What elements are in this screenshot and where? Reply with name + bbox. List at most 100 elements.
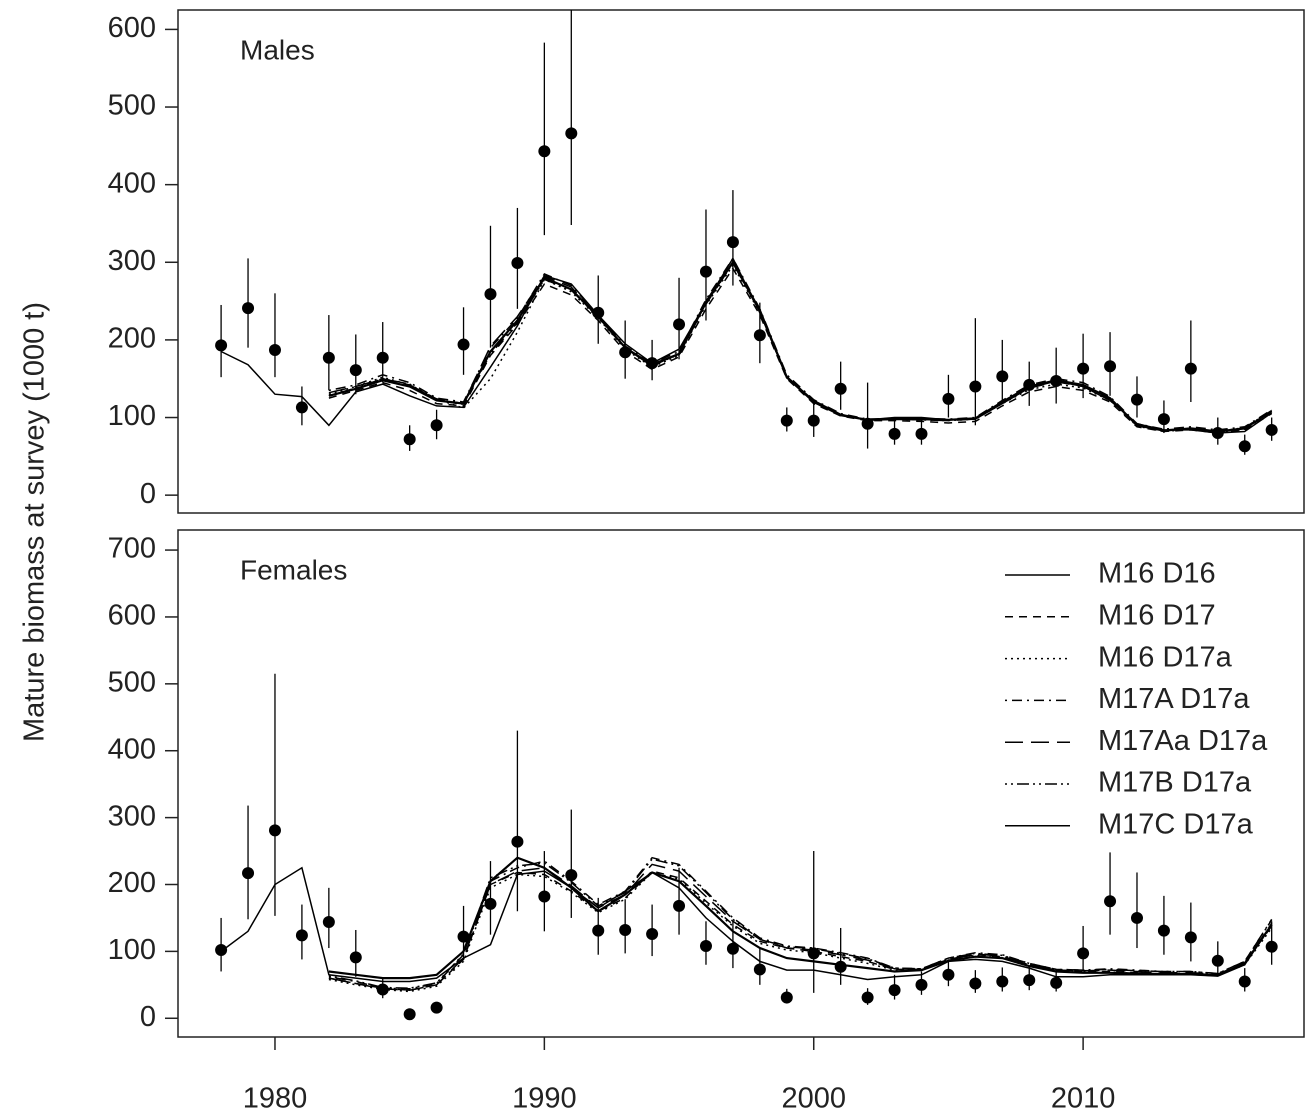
observation-point [673, 899, 686, 912]
observation-point [834, 382, 847, 395]
observation-point [888, 427, 901, 440]
observation-point [1238, 440, 1251, 453]
observation-point [1157, 924, 1170, 937]
plot-area [215, 673, 1278, 1021]
observation-point [430, 1001, 443, 1014]
y-axis-label: Mature biomass at survey (1000 t) [19, 302, 51, 742]
observation-point [322, 351, 335, 364]
y-tick-label: 500 [108, 90, 156, 122]
observation-point [376, 983, 389, 996]
observation-point [1265, 940, 1278, 953]
observation-point [484, 897, 497, 910]
observation-point [699, 265, 712, 278]
x-tick-label: 1990 [512, 1083, 577, 1115]
observation-point [349, 951, 362, 964]
y-tick-label: 600 [108, 12, 156, 44]
observation-point [780, 414, 793, 427]
observation-point [834, 960, 847, 973]
legend-label: M17A D17a [1098, 683, 1250, 715]
plot-area [215, 10, 1278, 455]
panel-title: Males [240, 34, 315, 65]
observation-point [673, 318, 686, 331]
observation-point [726, 236, 739, 249]
observation-point [484, 288, 497, 301]
legend-label: M17Aa D17a [1098, 725, 1268, 757]
y-tick-label: 300 [108, 800, 156, 832]
observation-point [996, 975, 1009, 988]
observation-point [1104, 360, 1117, 373]
observation-point [295, 401, 308, 414]
y-tick-label: 200 [108, 323, 156, 355]
observation-point [1265, 423, 1278, 436]
observation-point [1050, 976, 1063, 989]
observation-point [538, 145, 551, 158]
observation-point [215, 339, 228, 352]
observation-point [1184, 931, 1197, 944]
observation-point [861, 417, 874, 430]
observation-point [969, 380, 982, 393]
legend-label: M17C D17a [1098, 808, 1254, 840]
observation-point [457, 930, 470, 943]
y-tick-label: 400 [108, 733, 156, 765]
panel-title: Females [240, 554, 347, 585]
observation-point [538, 890, 551, 903]
model-line [328, 261, 1273, 433]
observation-point [1104, 895, 1117, 908]
observation-point [942, 392, 955, 405]
y-tick-label: 600 [108, 600, 156, 632]
model-line [328, 260, 1273, 433]
legend-label: M16 D17a [1098, 641, 1233, 673]
x-tick-label: 2000 [781, 1083, 846, 1115]
y-tick-label: 0 [140, 1001, 156, 1033]
observation-point [242, 302, 255, 315]
observation-point [888, 984, 901, 997]
observation-point [807, 947, 820, 960]
observation-point [753, 329, 766, 342]
observation-point [592, 306, 605, 319]
x-tick-label: 2010 [1051, 1083, 1116, 1115]
model-line [328, 263, 1273, 434]
observation-point [1211, 427, 1224, 440]
legend-label: M17B D17a [1098, 767, 1252, 799]
observation-point [726, 942, 739, 955]
observation-point [1157, 413, 1170, 426]
observation-point [1238, 975, 1251, 988]
model-line [328, 256, 1273, 431]
y-tick-label: 500 [108, 666, 156, 698]
model-line [328, 858, 1273, 989]
observation-point [915, 978, 928, 991]
legend-label: M16 D16 [1098, 558, 1216, 590]
observation-point [1184, 362, 1197, 375]
observation-point [996, 370, 1009, 383]
observation-point [511, 835, 524, 848]
observation-point [1211, 954, 1224, 967]
model-line [220, 866, 1273, 983]
observation-point [646, 357, 659, 370]
observation-point [646, 927, 659, 940]
observation-point [1130, 911, 1143, 924]
observation-point [942, 968, 955, 981]
observation-point [268, 824, 281, 837]
observation-point [349, 364, 362, 377]
observation-point [1023, 378, 1036, 391]
observation-point [457, 338, 470, 351]
model-line [328, 863, 1273, 991]
y-tick-label: 300 [108, 245, 156, 277]
observation-point [430, 419, 443, 432]
observation-point [780, 991, 793, 1004]
observation-point [1023, 974, 1036, 987]
observation-point [322, 915, 335, 928]
observation-point [592, 924, 605, 937]
model-line [328, 267, 1273, 434]
observation-point [215, 944, 228, 957]
observation-point [511, 257, 524, 270]
observation-point [1077, 947, 1090, 960]
y-tick-label: 200 [108, 867, 156, 899]
observation-point [1077, 362, 1090, 375]
observation-point [807, 414, 820, 427]
y-tick-label: 700 [108, 533, 156, 565]
observation-point [565, 869, 578, 882]
observation-point [1130, 393, 1143, 406]
y-tick-label: 400 [108, 167, 156, 199]
